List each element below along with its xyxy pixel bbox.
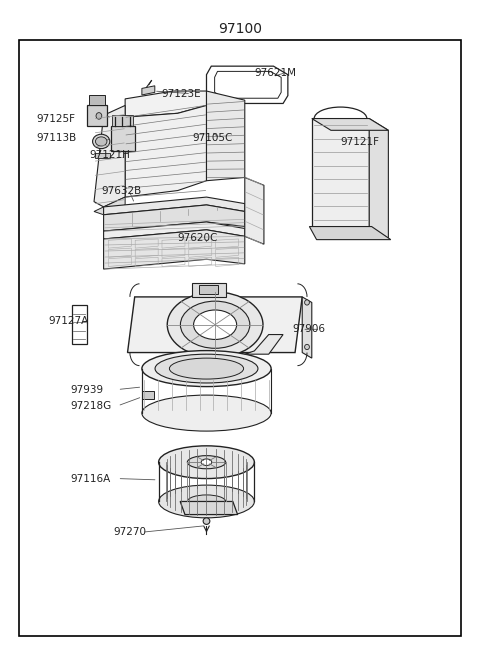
Ellipse shape — [158, 446, 254, 479]
Polygon shape — [312, 119, 388, 131]
Polygon shape — [142, 86, 155, 95]
Ellipse shape — [169, 358, 243, 379]
Ellipse shape — [96, 137, 107, 146]
Polygon shape — [215, 72, 281, 98]
Ellipse shape — [155, 354, 258, 383]
Polygon shape — [310, 226, 391, 239]
Polygon shape — [94, 106, 125, 207]
Ellipse shape — [180, 301, 250, 348]
Text: 97105C: 97105C — [192, 133, 232, 143]
Polygon shape — [206, 91, 245, 180]
Ellipse shape — [142, 350, 271, 386]
Ellipse shape — [167, 292, 263, 358]
Polygon shape — [89, 95, 105, 106]
Polygon shape — [72, 305, 87, 344]
Polygon shape — [104, 197, 245, 215]
Ellipse shape — [96, 113, 102, 119]
Polygon shape — [180, 501, 238, 514]
Polygon shape — [112, 115, 133, 127]
Text: 97116A: 97116A — [70, 474, 110, 483]
Polygon shape — [125, 106, 206, 197]
Ellipse shape — [193, 310, 237, 339]
Ellipse shape — [305, 344, 310, 350]
Text: 97121H: 97121H — [89, 150, 130, 160]
Polygon shape — [125, 91, 206, 117]
Polygon shape — [96, 154, 110, 158]
Polygon shape — [369, 119, 388, 238]
Polygon shape — [104, 205, 245, 231]
Polygon shape — [104, 230, 245, 269]
Polygon shape — [199, 285, 218, 295]
Text: 97218G: 97218G — [70, 401, 111, 411]
Text: 97620C: 97620C — [178, 233, 218, 243]
Text: 97939: 97939 — [70, 384, 103, 394]
Ellipse shape — [203, 518, 210, 524]
Text: 97121F: 97121F — [340, 137, 380, 147]
Ellipse shape — [158, 485, 254, 518]
Polygon shape — [87, 106, 107, 127]
Text: 97113B: 97113B — [36, 133, 77, 143]
Ellipse shape — [187, 495, 226, 508]
Text: 97123E: 97123E — [161, 89, 201, 98]
Text: 97906: 97906 — [293, 324, 325, 335]
Ellipse shape — [142, 395, 271, 431]
Text: 97125F: 97125F — [36, 113, 75, 123]
Text: 97100: 97100 — [218, 22, 262, 37]
Ellipse shape — [93, 134, 110, 149]
Text: 97621M: 97621M — [254, 68, 296, 77]
Polygon shape — [94, 197, 125, 215]
Polygon shape — [142, 392, 154, 399]
Ellipse shape — [201, 459, 212, 466]
Text: 97270: 97270 — [113, 527, 146, 537]
Polygon shape — [111, 127, 135, 152]
Ellipse shape — [187, 456, 226, 469]
Polygon shape — [245, 177, 264, 244]
Polygon shape — [245, 335, 283, 354]
Polygon shape — [312, 119, 369, 226]
Polygon shape — [192, 283, 226, 297]
Ellipse shape — [305, 300, 310, 305]
Polygon shape — [128, 297, 302, 352]
Polygon shape — [302, 297, 312, 358]
Text: 97632B: 97632B — [101, 186, 142, 195]
Polygon shape — [206, 66, 288, 104]
Polygon shape — [104, 222, 245, 239]
Text: 97127A: 97127A — [48, 316, 89, 327]
